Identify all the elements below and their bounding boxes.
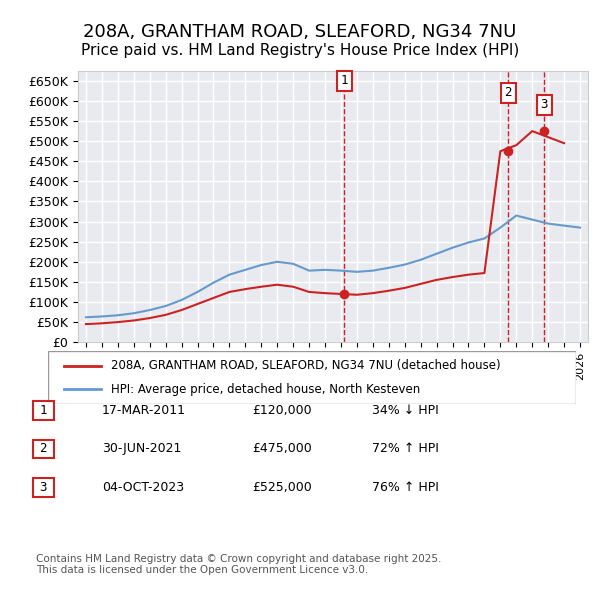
Text: £475,000: £475,000: [252, 442, 312, 455]
Text: 1: 1: [341, 74, 348, 87]
Text: Price paid vs. HM Land Registry's House Price Index (HPI): Price paid vs. HM Land Registry's House …: [81, 42, 519, 58]
Text: 34% ↓ HPI: 34% ↓ HPI: [372, 404, 439, 417]
Text: 04-OCT-2023: 04-OCT-2023: [102, 481, 184, 494]
Text: 2: 2: [40, 442, 47, 455]
Text: HPI: Average price, detached house, North Kesteven: HPI: Average price, detached house, Nort…: [112, 383, 421, 396]
Text: 72% ↑ HPI: 72% ↑ HPI: [372, 442, 439, 455]
Text: 3: 3: [40, 481, 47, 494]
Text: Contains HM Land Registry data © Crown copyright and database right 2025.
This d: Contains HM Land Registry data © Crown c…: [36, 553, 442, 575]
Text: 30-JUN-2021: 30-JUN-2021: [102, 442, 181, 455]
Text: 3: 3: [541, 99, 548, 112]
Text: 1: 1: [40, 404, 47, 417]
Text: £525,000: £525,000: [252, 481, 312, 494]
Text: 2: 2: [505, 86, 512, 99]
FancyBboxPatch shape: [48, 351, 576, 404]
Text: 208A, GRANTHAM ROAD, SLEAFORD, NG34 7NU (detached house): 208A, GRANTHAM ROAD, SLEAFORD, NG34 7NU …: [112, 359, 501, 372]
Text: £120,000: £120,000: [252, 404, 311, 417]
Text: 17-MAR-2011: 17-MAR-2011: [102, 404, 186, 417]
Text: 76% ↑ HPI: 76% ↑ HPI: [372, 481, 439, 494]
Text: 208A, GRANTHAM ROAD, SLEAFORD, NG34 7NU: 208A, GRANTHAM ROAD, SLEAFORD, NG34 7NU: [83, 24, 517, 41]
